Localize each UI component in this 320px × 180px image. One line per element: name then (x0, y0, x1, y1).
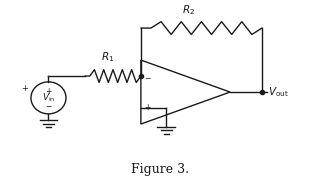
Text: $V_{\rm out}$: $V_{\rm out}$ (268, 85, 289, 99)
Text: Figure 3.: Figure 3. (131, 163, 189, 176)
Text: $+$: $+$ (45, 86, 52, 96)
Text: $+$: $+$ (21, 83, 29, 93)
Text: $-$: $-$ (45, 100, 52, 109)
Text: $+$: $+$ (144, 102, 152, 112)
Text: $R_1$: $R_1$ (101, 51, 114, 64)
Text: $R_2$: $R_2$ (182, 3, 195, 17)
Text: $-$: $-$ (144, 72, 152, 81)
Text: $V_{\rm in}$: $V_{\rm in}$ (42, 92, 55, 104)
